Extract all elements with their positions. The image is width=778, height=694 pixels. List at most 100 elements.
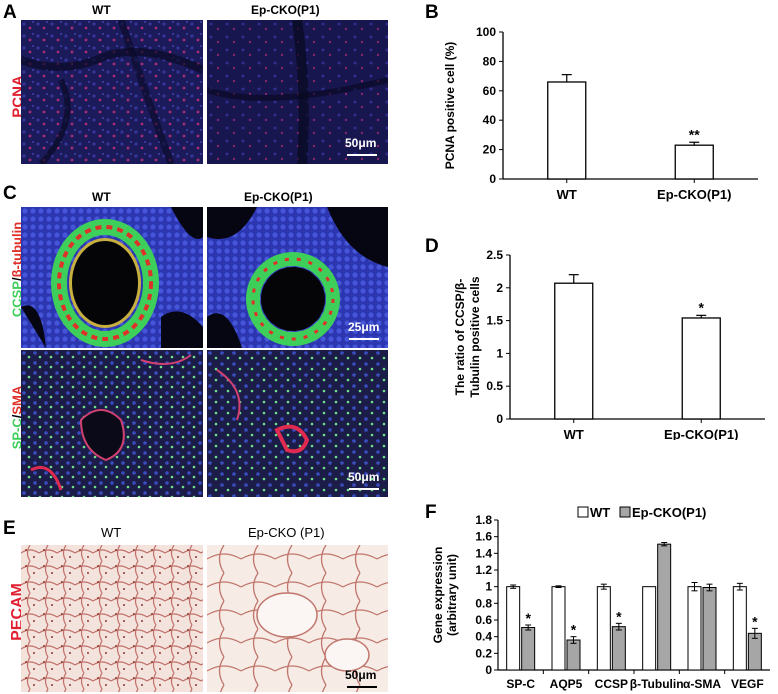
panel-e-cko-texture (207, 545, 388, 692)
panel-a-scale-bar (347, 154, 377, 156)
panel-e-scale-bar (347, 686, 377, 688)
panel-d-bar (681, 317, 721, 420)
panel-d-chart: 0 0.5 1 1.5 2 2.5 WT Ep-CKO(P1) * The ratio of CC… (453, 248, 765, 440)
panel-f-bar (732, 586, 747, 671)
panel-d-y-tick-label: 1 (496, 346, 503, 360)
panel-c-bottom-scale-bar (349, 488, 379, 490)
panel-a-cko-texture (207, 20, 388, 164)
panel-f-bar (687, 586, 702, 671)
panel-b-x-tick-label: Ep-CKO(P1) (657, 187, 731, 202)
panel-a-image-cko: 50μm (207, 20, 388, 164)
panel-f-significance-label: * (616, 608, 622, 624)
panel-f-bar (702, 587, 717, 671)
panel-f-y-tick-label: 1.6 (475, 530, 492, 544)
panel-c-cko-top-texture (207, 207, 388, 348)
panel-b-y-tick-label: 40 (483, 113, 497, 127)
panel-c-top-scale-bar (349, 338, 379, 340)
panel-c-col-wt: WT (92, 190, 111, 204)
panel-d-y-tick-label: 1.5 (486, 314, 503, 328)
panel-d-letter: D (425, 236, 439, 257)
panel-a-scale-label: 50μm (345, 136, 377, 150)
panel-f-x-tick-label: AQP5 (550, 677, 583, 691)
panel-f-bar (611, 626, 626, 671)
panel-f-x-tick-label: SP-C (506, 677, 535, 691)
panel-d-y-tick-label: 2.5 (486, 248, 503, 262)
panel-b-letter: B (425, 2, 439, 23)
panel-b-bar (547, 81, 587, 180)
panel-e-letter: E (3, 518, 16, 539)
panel-f-bar (506, 586, 521, 671)
panel-f-y-tick-label: 0.4 (475, 630, 492, 644)
panel-f-legend-label: WT (590, 505, 610, 520)
panel-e-image-cko: 50μm (207, 545, 388, 692)
panel-f-bar (642, 586, 657, 671)
panel-c-wt-bottom-texture (21, 350, 203, 497)
panel-d-bar (554, 282, 594, 420)
panel-c-letter: C (3, 183, 17, 204)
panel-c-image-cko-top: 25μm (207, 207, 388, 348)
panel-f-y-tick-label: 1.8 (475, 513, 492, 527)
panel-c-bottom-scale-label: 50μm (348, 470, 380, 484)
panel-f-significance-label: * (752, 613, 758, 629)
panel-f-chart: 0 0.2 0.4 0.6 0.8 1 1.2 1.4 1.6 1.8 * SP-C * AQP5 * CCS… (431, 505, 770, 691)
panel-f-bar (657, 543, 672, 671)
panel-f-y-tick-label: 1.2 (475, 563, 492, 577)
panel-f-x-tick-label: α-SMA (683, 677, 721, 691)
panel-a-col-wt: WT (92, 3, 111, 17)
panel-f-y-tick-label: 0 (485, 663, 492, 677)
panel-f-bar (551, 586, 566, 671)
panel-d-y-axis-label: Tubulin positive cells (468, 276, 482, 397)
panel-f-y-tick-label: 0.6 (475, 613, 492, 627)
panel-e-col-cko: Ep-CKO (P1) (248, 525, 325, 540)
panel-f-x-tick-label: VEGF (731, 677, 764, 691)
panel-f-y-tick-label: 1 (485, 580, 492, 594)
panel-b-y-tick-label: 20 (483, 143, 497, 157)
panel-d-y-axis-label: The ratio of CCSP/β- (453, 279, 467, 396)
panel-d-y-tick-label: 0.5 (486, 379, 503, 393)
panel-b-y-tick-label: 80 (483, 54, 497, 68)
panel-f-y-tick-label: 1.4 (475, 546, 492, 560)
panel-a-letter: A (3, 2, 17, 23)
panel-b-y-tick-label: 0 (489, 172, 496, 186)
panel-f-legend-swatch (577, 506, 589, 518)
panel-d-significance-label: * (699, 299, 705, 315)
panel-e-scale-label: 50μm (345, 668, 377, 682)
panel-b-x-tick-label: WT (557, 187, 577, 202)
panel-c-image-wt-bottom (21, 350, 203, 497)
panel-f-significance-label: * (571, 622, 577, 638)
panel-f-significance-label: * (525, 610, 531, 626)
panel-b-y-tick-label: 100 (476, 25, 496, 39)
panel-c-wt-top-texture (21, 207, 203, 348)
panel-f-x-tick-label: CCSP (595, 677, 628, 691)
panel-c-cko-bottom-texture (207, 350, 388, 497)
panel-b-y-axis-label: PCNA positive cell (%) (443, 42, 457, 170)
panel-f-bar (596, 586, 611, 671)
panel-c-image-wt-top (21, 207, 203, 348)
panel-c-image-cko-bottom: 50μm (207, 350, 388, 497)
panel-f-legend-label: Ep-CKO(P1) (632, 505, 706, 520)
panel-a-col-cko: Ep-CKO(P1) (251, 3, 320, 17)
panel-f-y-tick-label: 0.2 (475, 646, 492, 660)
panel-f-bar (521, 627, 536, 671)
panel-e-image-wt (21, 545, 203, 692)
panel-f-legend-swatch (619, 506, 631, 518)
panel-b-y-tick-label: 60 (483, 84, 497, 98)
panel-f-y-tick-label: 0.8 (475, 596, 492, 610)
panel-c-top-scale-label: 25μm (348, 320, 380, 334)
panel-b-significance-label: ** (689, 126, 700, 142)
panel-b-bar (674, 144, 714, 180)
panel-e-wt-texture (21, 545, 203, 692)
panel-d-y-tick-label: 2 (496, 281, 503, 295)
panel-b-chart: 0 20 40 60 80 100 WT Ep-CKO(P1) ** PCNA positive … (443, 25, 758, 202)
panel-a-wt-texture (21, 20, 203, 164)
panel-c-col-cko: Ep-CKO(P1) (244, 190, 313, 204)
panel-e-col-wt: WT (101, 525, 122, 540)
panel-f-x-tick-label: β-Tubulin (630, 677, 684, 691)
panel-d-x-tick-label: WT (564, 427, 584, 440)
panel-f-bar (566, 639, 581, 671)
panel-d-x-tick-label: Ep-CKO(P1) (664, 427, 738, 440)
panel-a-image-wt (21, 20, 203, 164)
panel-f-letter: F (425, 502, 437, 523)
panel-f-y-axis-label: (arbitrary unit) (445, 554, 459, 636)
panel-d-y-tick-label: 0 (496, 412, 503, 426)
